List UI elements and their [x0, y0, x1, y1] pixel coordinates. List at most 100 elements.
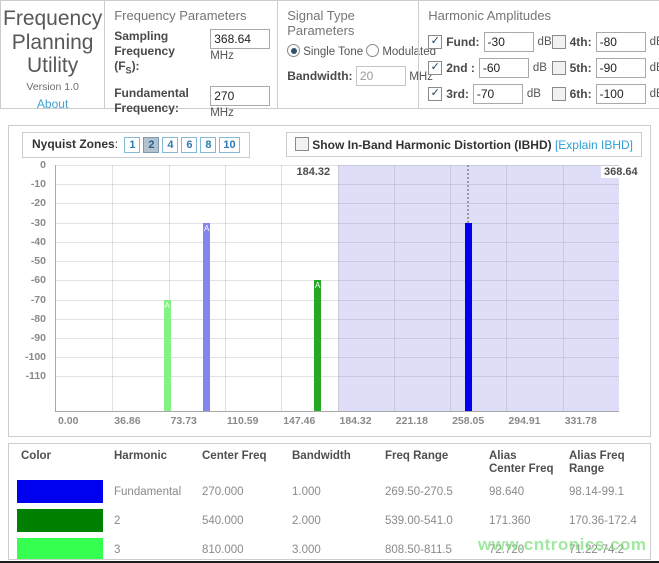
color-cell	[13, 480, 106, 503]
table-header-cell: Harmonic	[114, 450, 168, 462]
cell-alias-range: 170.36-172.4	[569, 514, 637, 527]
about-link[interactable]: About	[36, 96, 69, 111]
sampling-frequency-unit: MHz	[210, 50, 234, 62]
y-tick-label: -20	[30, 197, 46, 210]
harmonic-amplitude-input[interactable]	[478, 58, 529, 78]
sampling-frequency-input[interactable]	[210, 29, 271, 49]
page-bottom-border	[0, 561, 659, 563]
harmonic-item: 6th: dB	[551, 81, 659, 107]
x-tick-label: 294.91	[508, 415, 541, 427]
color-swatch	[17, 538, 103, 559]
table-header-cell: Color	[21, 450, 52, 462]
x-gridline	[112, 165, 114, 411]
y-gridline	[56, 376, 619, 378]
harmonic-item: ✓Fund: dB	[428, 29, 552, 55]
ibhd-label: Show In-Band Harmonic Distortion (IBHD)	[312, 138, 552, 152]
y-tick-label: -80	[30, 312, 46, 325]
harmonic-amplitude-input[interactable]	[595, 84, 646, 104]
fundamental-frequency-input[interactable]	[210, 85, 271, 106]
cell-bandwidth: 2.000	[292, 514, 321, 527]
color-cell	[13, 509, 106, 532]
harmonic-amplitude-input[interactable]	[472, 84, 523, 104]
radio-modulated[interactable]	[366, 44, 380, 57]
fundamental-frequency-unit: MHz	[210, 106, 234, 119]
y-gridline	[56, 357, 619, 359]
harmonic-label: 4th:	[569, 34, 592, 49]
nyquist-zone-button-2[interactable]: 2	[143, 137, 160, 153]
nyquist-zone-button-4[interactable]: 4	[162, 137, 179, 153]
y-tick-label: -30	[30, 216, 46, 229]
x-tick-label: 36.86	[114, 415, 141, 427]
cell-harmonic: Fundamental	[114, 485, 182, 498]
harmonic-checkbox-checked[interactable]: ✓	[428, 35, 443, 49]
signal-type-panel: Signal Type Parameters Single Tone Modul…	[277, 0, 436, 109]
x-tick-label: 221.18	[395, 415, 428, 427]
table-header-cell: Alias Freq Range	[569, 450, 625, 476]
app-version: Version 1.0	[26, 80, 79, 93]
bandwidth-unit: MHz	[409, 71, 433, 83]
db-unit: dB	[532, 62, 547, 74]
cell-center-freq: 810.000	[202, 543, 244, 556]
app-title: Frequency Planning Utility	[3, 7, 103, 78]
alias-marker-label: A	[315, 281, 321, 291]
table-header-cell: Center Freq	[202, 450, 267, 462]
nyquist-zone-buttons: 1 2 4 6 8 10	[121, 137, 240, 153]
sampling-frequency-label: Sampling Frequency (FS):	[114, 29, 175, 76]
table-row: 2 540.000 2.000 539.00-541.0 171.360 170.36-1…	[13, 506, 650, 535]
nyquist-zone-button-10[interactable]: 10	[219, 137, 240, 153]
bandwidth-input[interactable]	[355, 66, 406, 86]
harmonic-label: 3rd:	[446, 86, 469, 101]
y-gridline	[56, 165, 619, 166]
harmonic-checkbox[interactable]	[551, 35, 566, 49]
frequency-parameters-title: Frequency Parameters	[114, 8, 247, 23]
cell-harmonic: 3	[114, 543, 121, 556]
harmonic-item: 4th: dB	[551, 29, 659, 55]
y-tick-label: -110	[25, 370, 46, 383]
x-tick-label: 331.78	[564, 415, 597, 427]
cell-alias-range: 71.22-74.2	[569, 543, 624, 556]
harmonic-checkbox[interactable]	[551, 61, 566, 75]
ibhd-checkbox[interactable]	[294, 137, 309, 151]
y-tick-label: -10	[30, 178, 46, 191]
harmonics-table: Color Harmonic Center Freq Bandwidth Freq Ra…	[8, 443, 651, 560]
y-gridline	[56, 337, 619, 339]
x-gridline	[393, 165, 395, 411]
y-gridline	[56, 280, 619, 282]
harmonic-amplitude-input[interactable]	[483, 32, 534, 52]
harmonic-checkbox[interactable]	[551, 87, 566, 101]
spectrum-bar-fundamental	[464, 222, 472, 411]
zone-end-frequency-label: 368.64	[601, 166, 641, 178]
nyquist-zone-button-1[interactable]: 1	[124, 137, 141, 153]
explain-ibhd-link[interactable]: [Explain IBHD]	[554, 138, 633, 152]
y-gridline	[56, 203, 619, 205]
harmonic-label: Fund:	[446, 34, 480, 49]
db-unit: dB	[526, 88, 541, 100]
fundamental-frequency-label: Fundamental Frequency:	[114, 85, 189, 115]
y-tick-label: -100	[24, 351, 46, 364]
cell-bandwidth: 3.000	[292, 543, 321, 556]
signal-type-title: Signal Type Parameters	[287, 8, 355, 38]
nyquist-zones-colon: :	[114, 137, 119, 151]
db-unit: dB	[649, 88, 659, 100]
nyquist-zone-button-6[interactable]: 6	[181, 137, 198, 153]
harmonic-amplitudes-title: Harmonic Amplitudes	[428, 8, 552, 23]
spectrum-plot: 0 -10 -20 -30 -40 -50 -60 -70 -80 -90 -100 -110 0.00…	[25, 159, 641, 427]
chart-section: Nyquist Zones: 1 2 4 6 8 10 Show In-Band Harm…	[8, 125, 651, 437]
radio-single-tone[interactable]	[287, 44, 301, 57]
color-cell	[13, 538, 106, 559]
harmonic-label: 2nd :	[446, 60, 475, 75]
zone-start-frequency-label: 184.32	[293, 166, 334, 178]
y-tick-label: -40	[30, 235, 46, 248]
nyquist-zone-button-8[interactable]: 8	[200, 137, 217, 153]
x-gridline	[337, 165, 339, 411]
harmonic-checkbox-checked[interactable]: ✓	[428, 87, 443, 101]
harmonic-checkbox-checked[interactable]: ✓	[428, 61, 443, 75]
x-tick-label: 73.73	[170, 415, 197, 427]
y-gridline	[56, 318, 619, 320]
alias-marker-label: A	[203, 223, 210, 233]
harmonic-amplitude-input[interactable]	[595, 58, 646, 78]
harmonic-label: 6th:	[569, 86, 592, 101]
y-gridline	[56, 222, 619, 224]
table-row: 3 810.000 3.000 808.50-811.5 72.720 71.22-74.…	[13, 535, 650, 559]
harmonic-amplitude-input[interactable]	[595, 32, 646, 52]
